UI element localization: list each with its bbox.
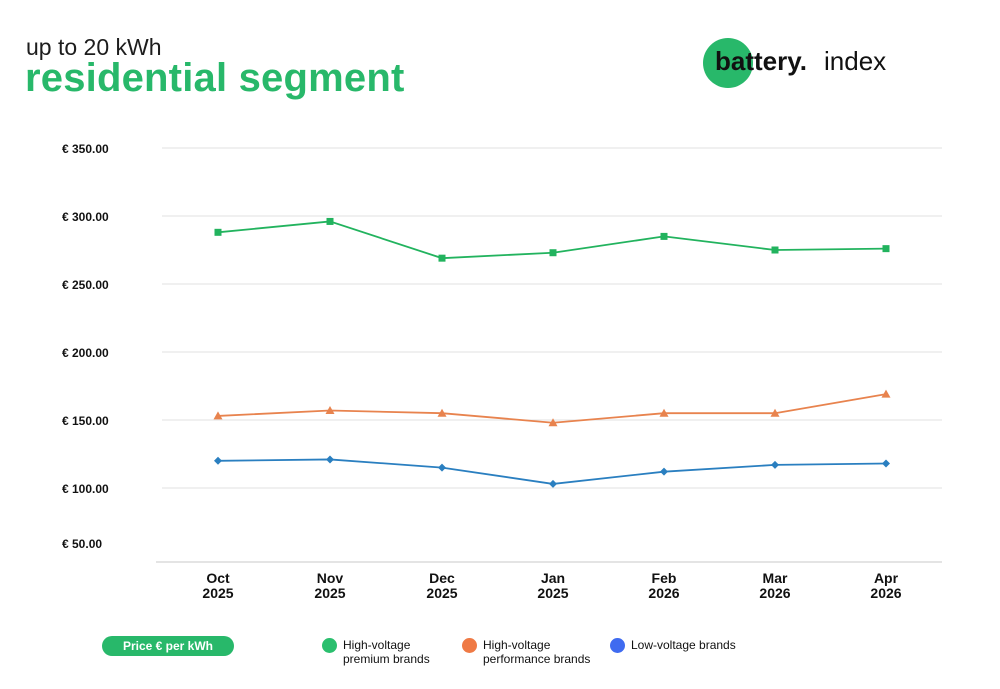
x-tick-label: Nov	[317, 570, 344, 586]
data-point	[326, 217, 334, 225]
legend-item-performance: High-voltage performance brands	[462, 638, 613, 666]
x-tick-label: 2025	[537, 585, 568, 601]
data-point	[660, 232, 668, 240]
x-tick-label: 2025	[426, 585, 457, 601]
x-tick-label: Dec	[429, 570, 455, 586]
data-point	[214, 228, 222, 236]
x-tick-label: 2026	[648, 585, 679, 601]
series-line	[217, 458, 887, 485]
data-point	[326, 455, 334, 464]
data-point	[660, 467, 668, 476]
data-point	[438, 254, 446, 262]
data-point	[438, 463, 446, 472]
x-tick-label: Apr	[874, 570, 899, 586]
x-tick-label: Oct	[206, 570, 230, 586]
y-tick-label: € 250.00	[62, 278, 109, 292]
legend-line: Low-voltage brands	[631, 638, 736, 652]
logo-brand-text: battery.	[715, 46, 807, 76]
data-point	[770, 408, 780, 417]
legend-label: High-voltage premium brands	[343, 638, 473, 666]
legend-line: High-voltage	[483, 638, 551, 652]
y-tick-label: € 50.00	[62, 537, 102, 551]
legend-line: High-voltage	[343, 638, 411, 652]
legend-line: premium brands	[343, 652, 430, 666]
data-point	[771, 246, 779, 254]
x-tick-label: Jan	[541, 570, 565, 586]
data-point	[437, 408, 447, 417]
chart-title: residential segment	[25, 56, 405, 100]
y-tick-label: € 200.00	[62, 346, 109, 360]
legend-label: Low-voltage brands	[631, 638, 761, 652]
x-tick-label: 2026	[759, 585, 790, 601]
legend-item-premium: High-voltage premium brands	[322, 638, 473, 666]
legend-label: High-voltage performance brands	[483, 638, 613, 666]
data-point	[881, 389, 891, 398]
data-point	[882, 245, 890, 253]
brand-logo: battery. index	[703, 36, 933, 92]
x-tick-label: Feb	[652, 570, 677, 586]
chart-subtitle: up to 20 kWh	[26, 34, 162, 60]
series-line	[217, 393, 887, 424]
y-tick-label: € 300.00	[62, 210, 109, 224]
logo-suffix-text: index	[824, 46, 887, 76]
x-tick-label: 2025	[314, 585, 345, 601]
data-point	[214, 456, 222, 465]
data-point	[213, 411, 223, 420]
legend-line: performance brands	[483, 652, 591, 666]
legend-swatch-icon	[322, 638, 337, 653]
x-tick-label: 2025	[202, 585, 233, 601]
legend-swatch-icon	[462, 638, 477, 653]
y-tick-label: € 100.00	[62, 482, 109, 496]
y-tick-label: € 350.00	[62, 142, 109, 156]
legend-swatch-icon	[610, 638, 625, 653]
x-tick-label: Mar	[763, 570, 788, 586]
data-point	[549, 249, 557, 257]
x-tick-label: 2026	[870, 585, 901, 601]
logo-circle-icon	[703, 38, 753, 88]
data-point	[549, 479, 557, 488]
data-point	[771, 460, 779, 469]
data-point	[659, 408, 669, 417]
legend-item-low-voltage: Low-voltage brands	[610, 638, 761, 653]
y-tick-label: € 150.00	[62, 414, 109, 428]
data-point	[325, 405, 335, 414]
unit-badge: Price € per kWh	[102, 636, 234, 656]
data-point	[882, 459, 890, 468]
data-point	[548, 418, 558, 427]
